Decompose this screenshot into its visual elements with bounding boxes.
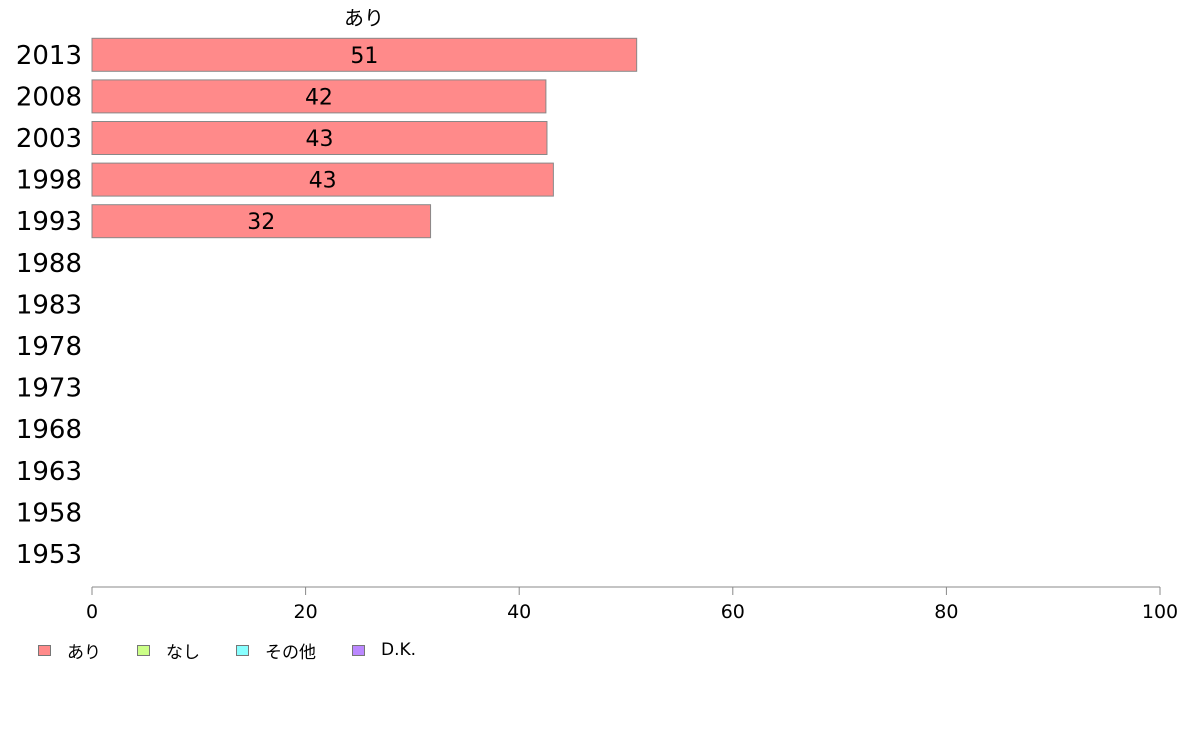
year-label: 1973 — [16, 374, 82, 404]
year-label: 1963 — [16, 457, 82, 487]
x-tick-label: 20 — [294, 601, 318, 623]
bar — [91, 162, 554, 197]
legend-swatch — [236, 644, 249, 656]
bar-chart: あり 2013 2008 2003 1998 1993 1988 1983 1978 1973 19… — [16, 6, 1178, 623]
x-tick-label: 0 — [86, 601, 98, 623]
bar — [91, 37, 638, 72]
x-tick-label: 60 — [721, 601, 745, 623]
x-tick-label: 100 — [1142, 601, 1178, 623]
year-label: 1968 — [16, 415, 82, 445]
bar-value-label: 43 — [305, 127, 333, 152]
bar-value-label: 51 — [350, 44, 378, 69]
bar — [91, 79, 547, 114]
legend-label: D.K. — [381, 640, 417, 660]
series-title: あり — [344, 6, 384, 30]
year-label: 1998 — [16, 166, 82, 196]
legend-item: あり — [38, 638, 101, 663]
legend-item: D.K. — [352, 640, 416, 660]
bar-value-label: 32 — [247, 210, 275, 235]
legend-label: その他 — [265, 642, 316, 663]
bar-value-label: 43 — [309, 169, 337, 194]
bar — [91, 204, 432, 239]
bar-value-label: 42 — [305, 85, 333, 110]
year-label: 2008 — [16, 82, 82, 112]
legend-item: なし — [137, 638, 200, 663]
legend-item: その他 — [236, 638, 316, 663]
year-label: 1953 — [16, 540, 82, 570]
legend-label: あり — [67, 642, 101, 663]
year-label: 1993 — [16, 207, 82, 237]
bar — [91, 121, 548, 155]
year-label: 1958 — [16, 498, 82, 528]
legend-label: なし — [166, 642, 200, 663]
x-tick-label: 80 — [934, 601, 958, 623]
legend-swatch — [352, 644, 365, 656]
year-label: 2003 — [16, 124, 82, 154]
legend: あり なし その他 D.K. — [38, 638, 452, 663]
year-label: 1978 — [16, 332, 82, 362]
legend-swatch — [38, 644, 51, 656]
legend-swatch — [137, 644, 150, 656]
x-tick-label: 40 — [507, 601, 531, 623]
year-label: 1988 — [16, 249, 82, 279]
year-label: 1983 — [16, 290, 82, 320]
year-label: 2013 — [16, 41, 82, 71]
